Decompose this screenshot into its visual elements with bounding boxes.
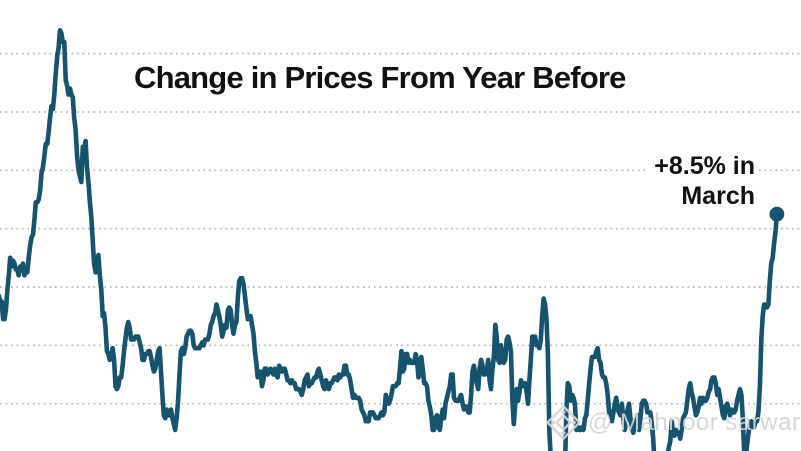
annotation-line-1: +8.5% in [654,152,755,180]
end-point-annotation: +8.5% in March [646,150,757,213]
annotation-line-2: March [681,181,755,210]
end-dot [769,206,785,222]
chart-title: Change in Prices From Year Before [134,60,626,95]
price-line [0,28,780,451]
diamond-gem-icon [546,405,581,440]
watermark: @ Mahnoor sarwar [545,404,800,441]
watermark-handle: @ Mahnoor sarwar [588,408,801,436]
gridlines [0,52,801,405]
